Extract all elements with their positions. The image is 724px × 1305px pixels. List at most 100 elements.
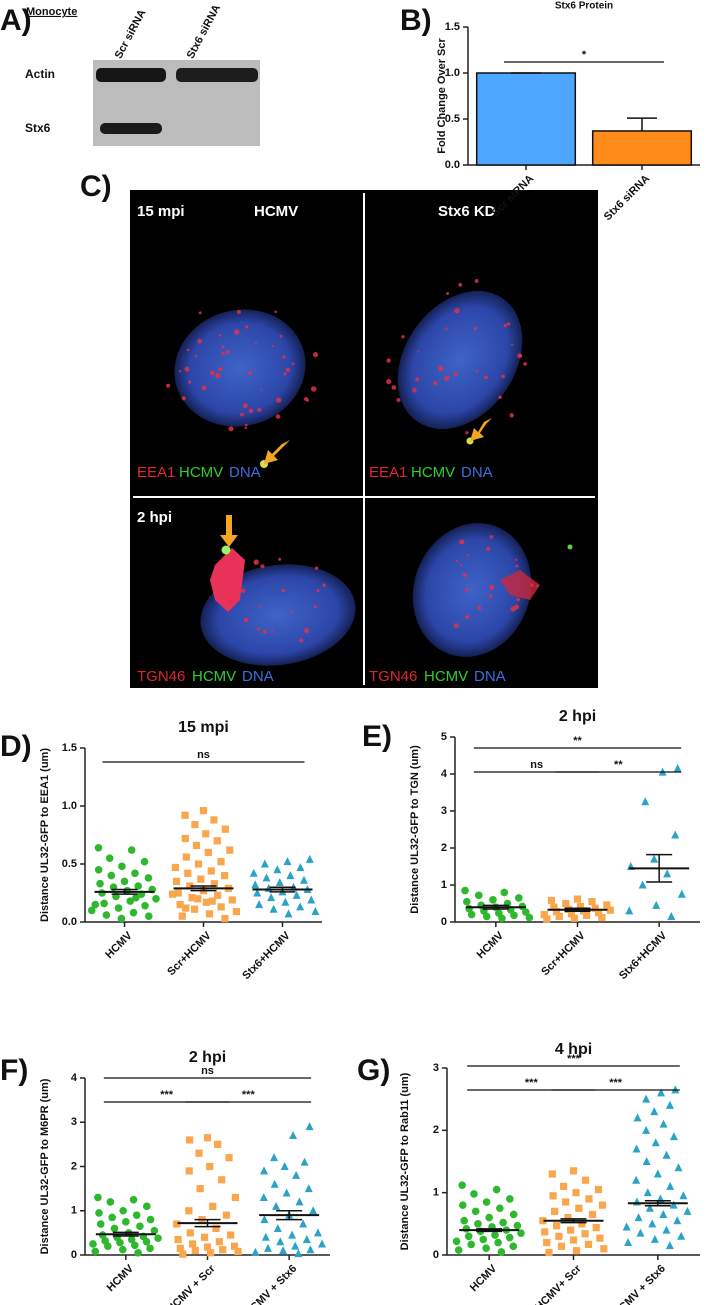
puncta <box>509 413 514 418</box>
puncta <box>530 583 534 587</box>
point <box>281 897 290 906</box>
puncta <box>218 367 222 371</box>
point <box>548 1170 556 1178</box>
y-tick-label: 1.5 <box>445 21 460 33</box>
point <box>541 1228 549 1236</box>
puncta <box>438 365 444 372</box>
point <box>231 1193 240 1202</box>
point <box>669 1132 678 1141</box>
point <box>202 830 210 838</box>
point <box>171 863 179 872</box>
puncta <box>455 559 458 562</box>
point <box>666 1181 675 1190</box>
puncta <box>503 323 508 328</box>
point <box>650 854 659 863</box>
point <box>304 1184 313 1193</box>
point <box>208 897 216 905</box>
puncta <box>240 588 246 593</box>
point <box>126 897 135 905</box>
point <box>131 869 139 878</box>
point <box>273 1223 282 1232</box>
point <box>255 900 264 909</box>
point <box>222 1211 231 1219</box>
signal-dots <box>166 278 539 643</box>
point <box>634 1213 643 1222</box>
point <box>132 893 140 902</box>
puncta <box>489 535 494 539</box>
lane-label: Stx6 siRNA <box>185 3 223 61</box>
puncta <box>310 386 317 392</box>
panel-label: G) <box>357 1054 390 1087</box>
puncta <box>229 599 234 604</box>
point <box>638 880 647 889</box>
point <box>509 1242 518 1251</box>
puncta <box>291 362 295 366</box>
point <box>173 1220 181 1228</box>
point <box>94 843 103 852</box>
y-tick-label: 2 <box>71 1160 77 1172</box>
point <box>108 1213 116 1222</box>
puncta <box>444 327 448 331</box>
point <box>94 866 103 874</box>
x-tick-label: HCMV + Stx6 <box>611 1263 668 1305</box>
point <box>214 1140 222 1148</box>
puncta <box>314 566 319 570</box>
point <box>91 1247 100 1256</box>
point <box>591 904 599 912</box>
y-tick-label: 0 <box>441 916 447 928</box>
point <box>499 1218 507 1227</box>
point <box>279 1246 288 1255</box>
point <box>309 1206 318 1215</box>
puncta <box>417 350 420 353</box>
frame-border <box>130 190 598 688</box>
chart-title: 4 hpi <box>555 1041 592 1058</box>
puncta <box>178 369 182 373</box>
x-tick-label: HCMV <box>475 929 507 961</box>
point <box>606 906 614 914</box>
point <box>603 901 611 909</box>
point <box>120 877 129 886</box>
point <box>141 901 149 910</box>
point <box>203 1134 212 1142</box>
point <box>219 1246 227 1254</box>
point <box>555 912 563 921</box>
point <box>118 1245 127 1254</box>
y-tick-label: 0.5 <box>62 858 77 870</box>
point <box>659 1119 668 1128</box>
point <box>263 1243 272 1252</box>
point <box>270 1153 279 1162</box>
puncta <box>459 539 465 545</box>
point <box>632 1144 641 1153</box>
point <box>110 1224 119 1233</box>
puncta <box>306 398 309 402</box>
point <box>182 904 190 912</box>
point <box>543 915 551 923</box>
puncta <box>477 606 482 610</box>
point <box>144 874 153 882</box>
point <box>143 1202 151 1211</box>
point <box>273 865 282 874</box>
y-axis-label: Distance UL32-GFP to TGN (um) <box>409 745 421 914</box>
point <box>650 1107 659 1116</box>
point <box>234 1247 242 1256</box>
stain-label: EEA1 <box>369 464 407 481</box>
point <box>540 911 548 919</box>
point <box>203 1243 212 1251</box>
point <box>195 1149 203 1157</box>
chart-title: Stx6 Protein <box>555 1 613 12</box>
point <box>176 1244 184 1252</box>
point <box>205 910 214 918</box>
point <box>671 1085 680 1094</box>
point <box>172 877 181 885</box>
point <box>218 1176 226 1184</box>
puncta <box>460 564 463 567</box>
row-label: Actin <box>25 67 55 81</box>
puncta <box>444 375 450 381</box>
point <box>506 1195 514 1203</box>
point <box>555 1232 563 1240</box>
point <box>665 1100 674 1109</box>
point <box>467 1240 475 1249</box>
point <box>95 1209 103 1217</box>
point <box>209 1202 217 1210</box>
puncta <box>198 311 202 315</box>
